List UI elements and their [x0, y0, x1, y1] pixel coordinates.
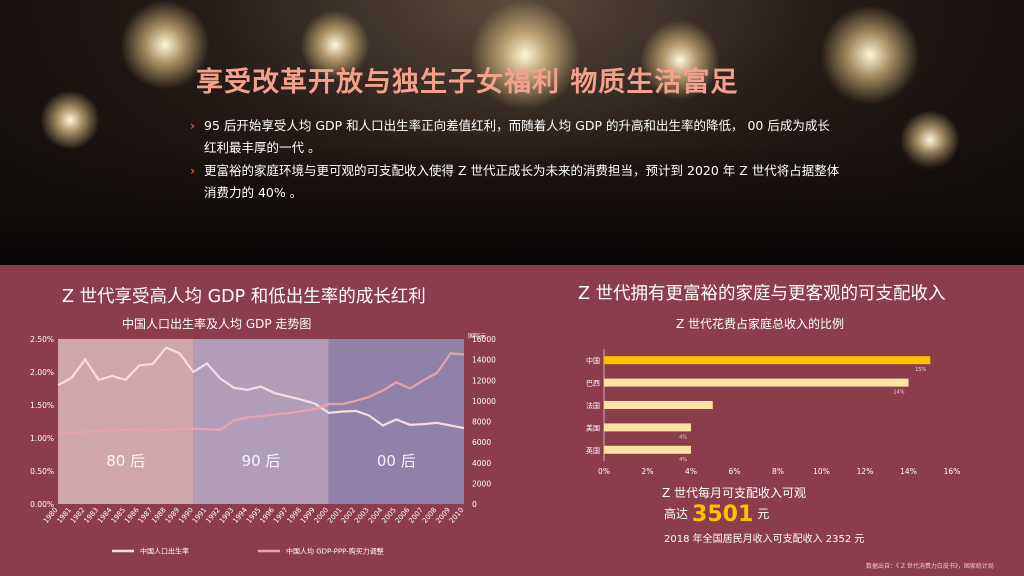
stage-light — [470, 0, 580, 110]
hero-banner: 享受改革开放与独生子女福利 物质生活富足 › 95 后开始享受人均 GDP 和人… — [0, 0, 1024, 265]
y-left-tick: 2.50% — [30, 335, 54, 344]
chevron-right-icon: › — [190, 163, 196, 178]
y-right-tick: 8000 — [472, 418, 491, 427]
x-tick: 0% — [598, 467, 610, 476]
bullet-text: 更富裕的家庭环境与更可观的可支配收入使得 Z 世代正成长为未来的消费担当，预计到… — [204, 163, 840, 200]
bar-4 — [604, 445, 691, 454]
y-left-tick: 2.00% — [30, 368, 54, 377]
x-tick: 2010 — [448, 506, 466, 525]
y-left-tick: 0.00% — [30, 500, 54, 509]
x-tick: 16% — [944, 467, 960, 476]
y-right-tick: 2000 — [472, 479, 491, 488]
bar-category: 法国 — [586, 401, 600, 410]
bullet-item: › 更富裕的家庭环境与更可观的可支配收入使得 Z 世代正成长为未来的消费担当，预… — [190, 160, 840, 204]
stage-light — [40, 90, 100, 150]
band-label: 00 后 — [377, 452, 416, 470]
bar-1 — [604, 378, 909, 387]
content-panel: Z 世代享受高人均 GDP 和低出生率的成长红利 中国人口出生率及人均 GDP … — [0, 265, 1024, 576]
right-section-title: Z 世代拥有更富裕的家庭与更客观的可支配收入 — [578, 284, 946, 304]
band-label: 80 后 — [106, 452, 145, 470]
source-note: 数据出自：《 Z 世代消费力白皮书》，国家统计局 — [866, 563, 994, 570]
x-tick: 4% — [685, 467, 697, 476]
band-label: 90 后 — [242, 452, 281, 470]
stage-light — [640, 20, 720, 100]
bar-category: 英国 — [586, 446, 600, 455]
band-0 — [58, 339, 194, 504]
bullet-text: 95 后开始享受人均 GDP 和人口出生率正向差值红利，而随着人均 GDP 的升… — [204, 118, 830, 155]
legend-label: 中国人均 GDP-PPP-购买力调整 — [286, 547, 384, 556]
bullet-item: › 95 后开始享受人均 GDP 和人口出生率正向差值红利，而随着人均 GDP … — [190, 115, 840, 159]
bar-2 — [604, 401, 713, 409]
stage-light — [300, 10, 370, 80]
y-right-unit: 国际元 — [468, 332, 486, 340]
y-right-tick: 14000 — [472, 356, 496, 365]
series-line-0 — [57, 346, 465, 430]
income-value: 3501 — [692, 502, 754, 527]
chevron-right-icon: › — [190, 118, 196, 133]
bar-category: 中国 — [586, 356, 600, 365]
bar-value-label: 4% — [679, 457, 687, 463]
x-tick: 10% — [813, 467, 830, 476]
y-left-tick: 0.50% — [30, 467, 54, 476]
bar-0 — [604, 356, 931, 365]
stage-light — [820, 5, 920, 105]
x-tick: 14% — [900, 467, 917, 476]
bar-value-label: 15% — [915, 367, 926, 373]
income-prefix: 高达 — [664, 507, 689, 521]
right-chart-title: Z 世代花费占家庭总收入的比例 — [676, 317, 845, 331]
y-right-tick: 0 — [472, 500, 477, 509]
y-right-tick: 4000 — [472, 459, 491, 468]
legend-label: 中国人口出生率 — [140, 547, 189, 556]
x-tick: 2% — [642, 467, 654, 476]
left-chart-title: 中国人口出生率及人均 GDP 走势图 — [122, 317, 312, 331]
income-label: Z 世代每月可支配收入可观 — [662, 486, 807, 500]
x-tick: 6% — [729, 467, 741, 476]
bar-category: 美国 — [586, 423, 600, 432]
y-right-tick: 10000 — [472, 397, 496, 406]
page-title: 享受改革开放与独生子女福利 物质生活富足 — [196, 67, 739, 98]
bar-3 — [604, 423, 691, 432]
x-tick: 8% — [772, 467, 784, 476]
series-line-1 — [57, 352, 465, 435]
y-left-tick: 1.50% — [30, 401, 54, 410]
crowd-silhouette — [0, 145, 1024, 265]
y-left-tick: 1.00% — [30, 434, 54, 443]
left-section-title: Z 世代享受高人均 GDP 和低出生率的成长红利 — [62, 287, 426, 307]
bar-category: 巴西 — [586, 380, 600, 388]
income-note: 2018 年全国居民月收入可支配收入 2352 元 — [664, 534, 865, 545]
y-right-tick: 6000 — [472, 438, 491, 447]
income-unit: 元 — [757, 507, 770, 521]
y-right-tick: 16000 — [472, 335, 496, 344]
stage-light — [120, 0, 210, 90]
line-chart: 80 后 90 后 00 后 0.00% 0.50% 1.00% 1.50% 2.00% 2.5… — [30, 332, 496, 556]
income-row: 高达 3501 元 — [664, 502, 769, 527]
x-tick: 12% — [857, 467, 874, 476]
band-1 — [193, 339, 329, 504]
bar-value-label: 4% — [679, 434, 687, 440]
y-right-tick: 12000 — [472, 376, 496, 385]
bar-value-label: 14% — [893, 390, 904, 396]
